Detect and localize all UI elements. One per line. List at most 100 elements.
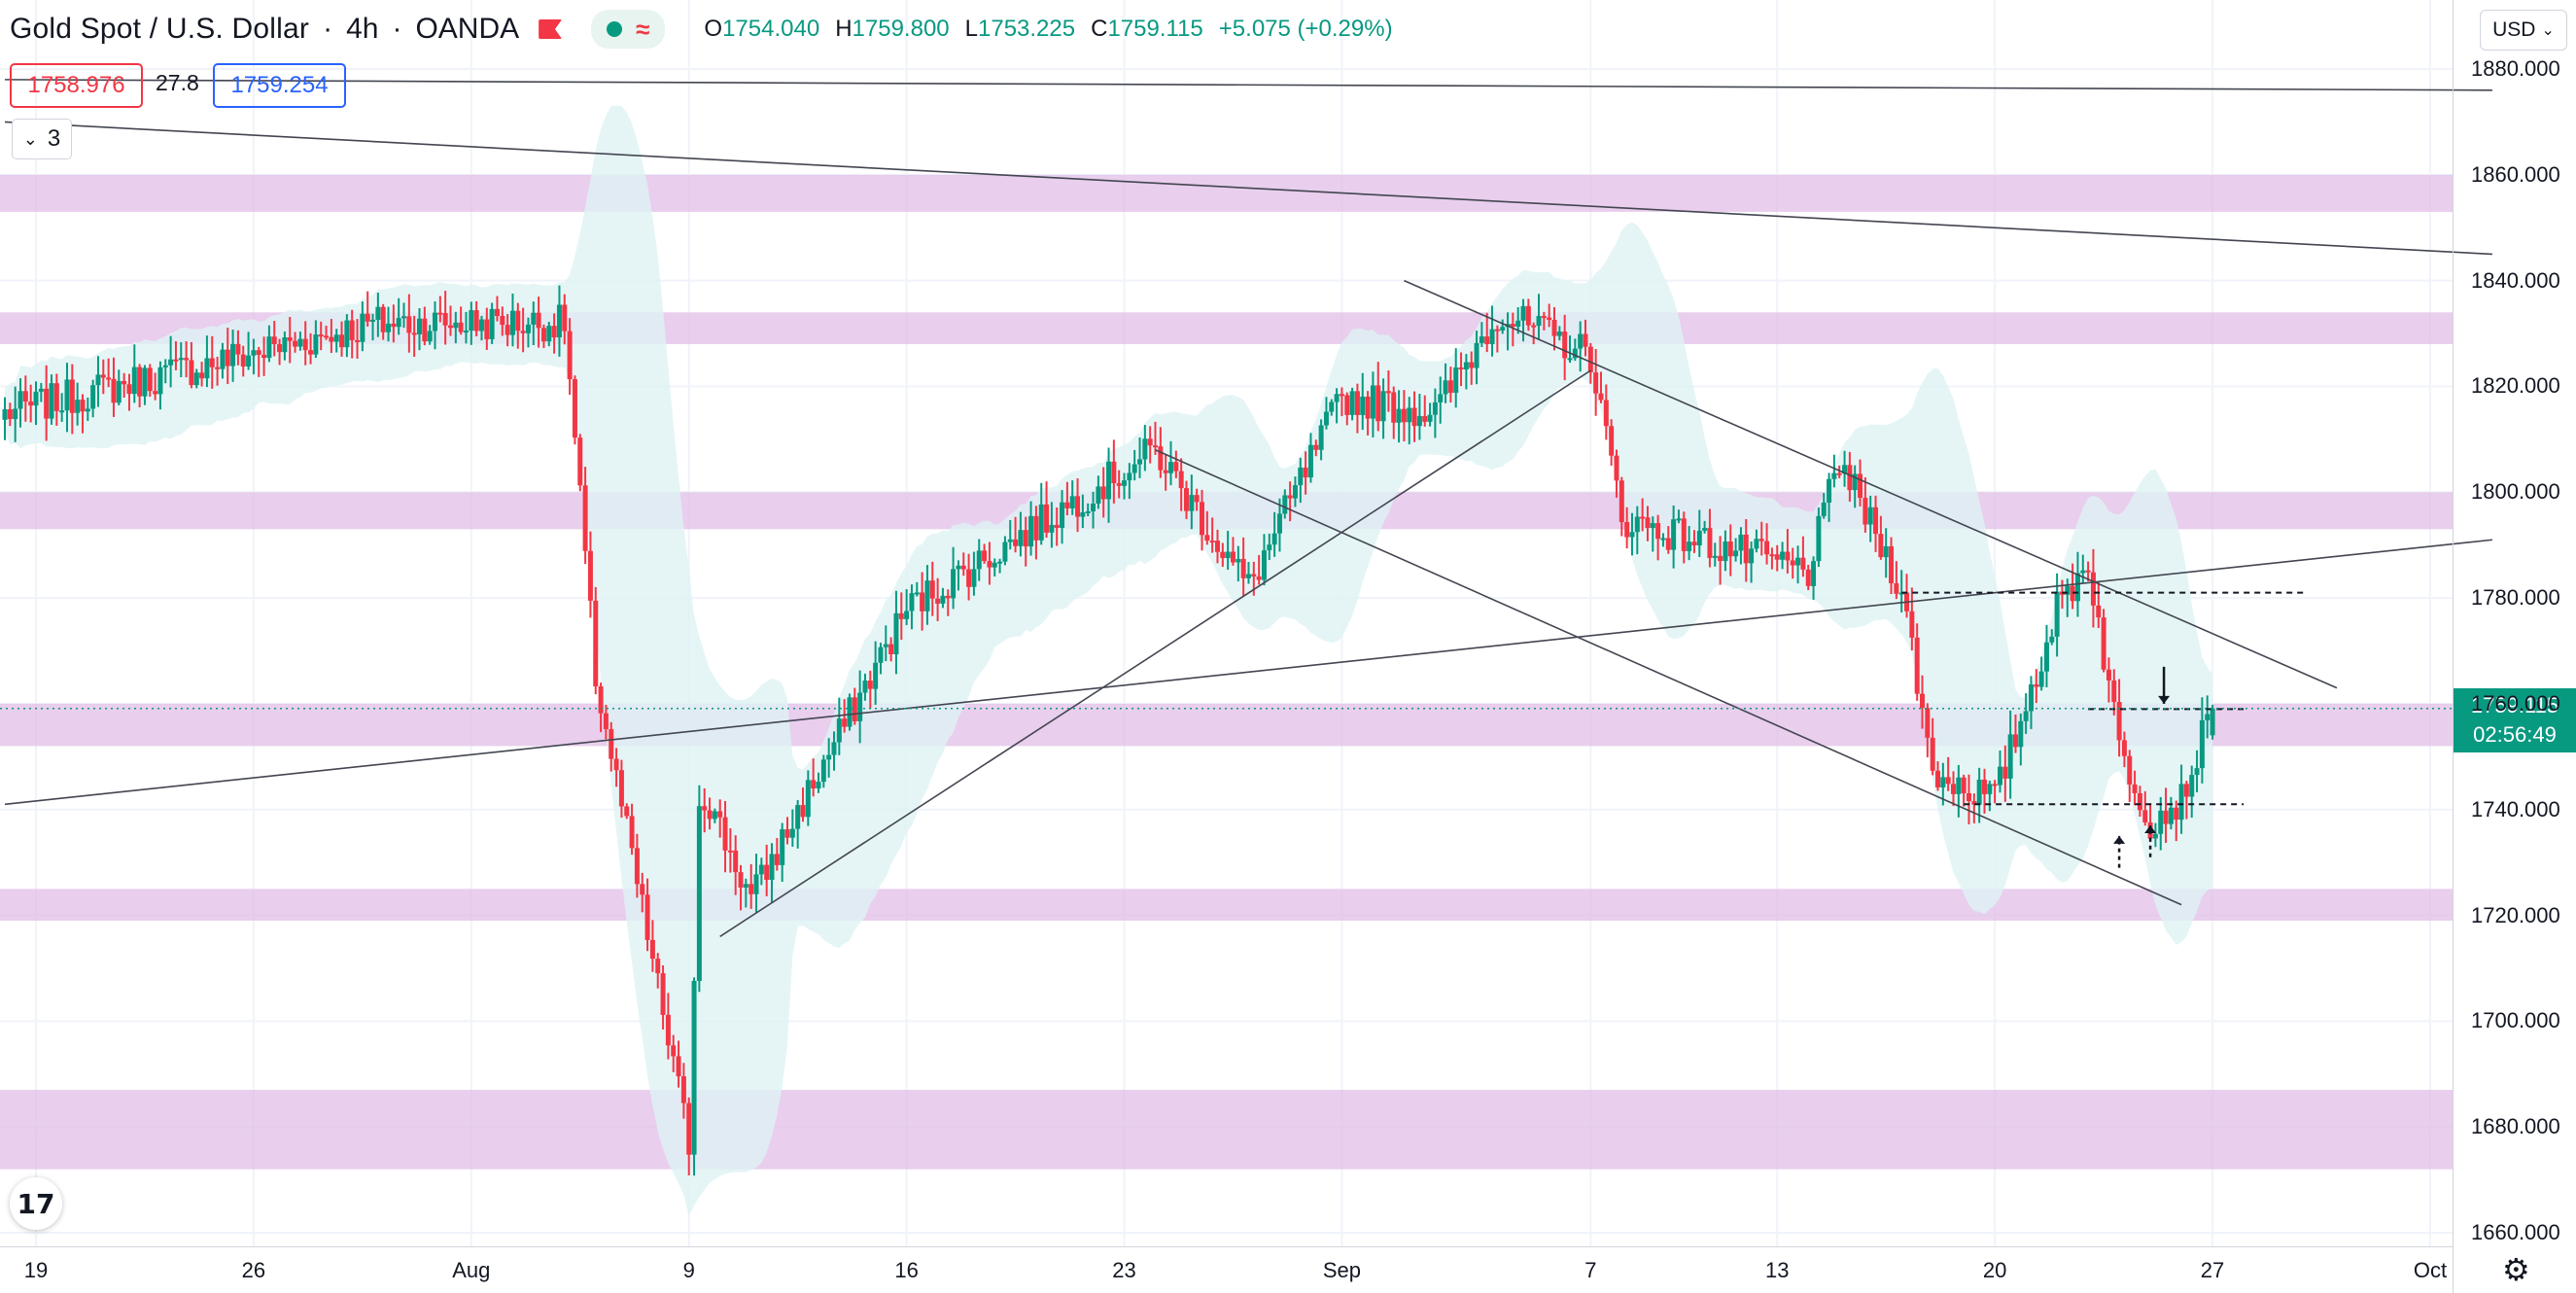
chevron-down-icon: ⌄ [22,128,38,149]
supply-demand-zone [0,889,2453,921]
candle-body [1422,415,1428,422]
price-tick-label: 1780.000 [2471,585,2560,611]
time-tick-label: Sep [1322,1258,1361,1282]
candle-body [1007,539,1013,542]
candle-body [702,806,708,811]
tradingview-logo[interactable]: 17 [10,1177,62,1230]
candle-body [1230,551,1236,563]
candle-body [1650,523,1655,529]
candle-body [1827,478,1832,503]
price-tick-label: 1820.000 [2471,373,2560,399]
candle-body [1930,737,1935,771]
candle-body [883,644,888,647]
candle-body [2049,636,2055,643]
price-tick-label: 1800.000 [2471,479,2560,505]
candle-body [220,349,226,369]
candle-body [1142,438,1148,460]
broker: OANDA [415,13,520,45]
indicators-toggle[interactable]: ⌄ 3 [12,119,72,159]
candle-body [1966,792,1971,802]
currency-selector[interactable]: USD ⌄ [2480,10,2567,51]
high-value: 1759.800 [852,16,950,42]
candle-body [1013,539,1019,546]
candle-body [137,367,143,397]
candle-body [1847,465,1853,491]
candle-body [676,1056,681,1077]
candle-body [1178,471,1184,489]
buy-button[interactable]: 1759.254 [213,63,346,108]
candle-body [2152,833,2158,839]
candle-body [1671,519,1677,550]
candle-body [789,828,795,838]
candle-body [1925,708,1931,738]
candle-body [1551,319,1557,336]
candle-body [1614,455,1619,481]
candle-body [1122,480,1128,486]
candle-body [2163,810,2169,824]
candle-body [1707,528,1713,558]
candle-body [1780,551,1786,560]
symbol-title[interactable]: Gold Spot / U.S. Dollar [10,13,310,45]
gear-icon[interactable]: ⚙ [2502,1252,2530,1287]
candle-body [2101,617,2106,670]
sell-button[interactable]: 1758.976 [10,63,143,108]
candle-body [1313,444,1319,450]
candle-body [873,662,879,689]
market-status-pill[interactable]: ≈ [591,10,666,49]
candle-body [1054,524,1060,528]
candle-body [1153,445,1159,448]
candle-body [1002,542,1008,562]
candle-body [780,829,785,865]
candle-body [878,646,884,663]
candle-body [2080,570,2086,574]
candle-body [1961,777,1967,793]
candle-body [1028,515,1034,547]
candle-body [1738,534,1744,551]
candle-body [49,383,54,419]
candle-body [2065,585,2071,595]
price-tick-label: 1760.000 [2471,690,2560,716]
candle-body [1411,407,1417,427]
candle-body [469,310,474,332]
candle-body [1945,777,1951,785]
candle-body [437,312,443,315]
candle-body [2085,570,2091,573]
candle-body [1091,504,1097,511]
candle-body [1225,551,1231,559]
trendline [719,369,1591,937]
candle-body [1749,548,1755,564]
candle-body [69,379,75,413]
candle-body [142,367,148,397]
candle-body [2142,810,2148,822]
candle-body [784,829,790,838]
candle-body [1469,362,1475,368]
candle-body [582,485,588,551]
candle-body [349,320,355,340]
candle-body [1479,336,1484,343]
candle-body [2018,720,2024,748]
candle-body [1189,495,1195,511]
candle-body [914,592,920,595]
candle-body [520,331,526,333]
candle-body [1307,444,1313,478]
candle-body [567,331,573,380]
candle-body [1349,391,1355,415]
candle-body [1883,545,1889,558]
candle-body [1842,465,1848,474]
candle-body [1385,391,1391,394]
candle-body [1655,523,1661,540]
arrow-down-head-icon [2158,695,2171,704]
candle-body [1085,510,1091,513]
interval[interactable]: 4h [346,13,379,45]
candle-body [2002,766,2008,779]
alarm-icon[interactable] [539,19,563,39]
candle-body [598,685,604,714]
candle-body [447,325,453,329]
candle-body [920,592,925,612]
candle-body [929,580,935,599]
candle-body [1795,557,1801,566]
candle-body [1556,332,1562,336]
candle-body [1624,521,1630,538]
candle-body [618,770,624,807]
